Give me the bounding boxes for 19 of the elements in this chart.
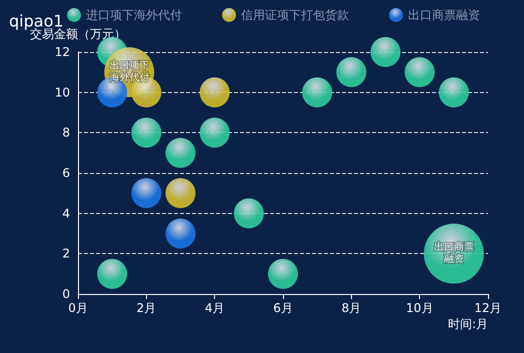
y-tick-label: 4 (62, 206, 70, 220)
data-label: 出口商票融资 (434, 241, 474, 266)
x-tick-label: 8月 (342, 301, 362, 315)
x-tick-label: 2月 (136, 301, 156, 315)
x-tick-label: 4月 (204, 301, 224, 315)
y-tick-label: 8 (62, 126, 70, 140)
x-tick-label: 6月 (273, 301, 293, 315)
x-tick-label: 12月 (474, 301, 502, 315)
legend-label: 信用证项下打包货款 (241, 8, 349, 22)
x-tick-label: 10月 (406, 301, 434, 315)
x-tick-label: 0月 (68, 301, 88, 315)
y-tick-label: 0 (62, 287, 70, 301)
legend-label: 出口商票融资 (408, 8, 480, 22)
legend-label: 进口项下海外代付 (86, 8, 182, 22)
y-tick-label: 12 (54, 45, 70, 59)
y-tick-label: 2 (62, 246, 70, 261)
y-tick-label: 6 (62, 166, 70, 180)
y-tick-label: 10 (54, 85, 70, 100)
x-axis-title: 时间:月 (448, 317, 488, 331)
